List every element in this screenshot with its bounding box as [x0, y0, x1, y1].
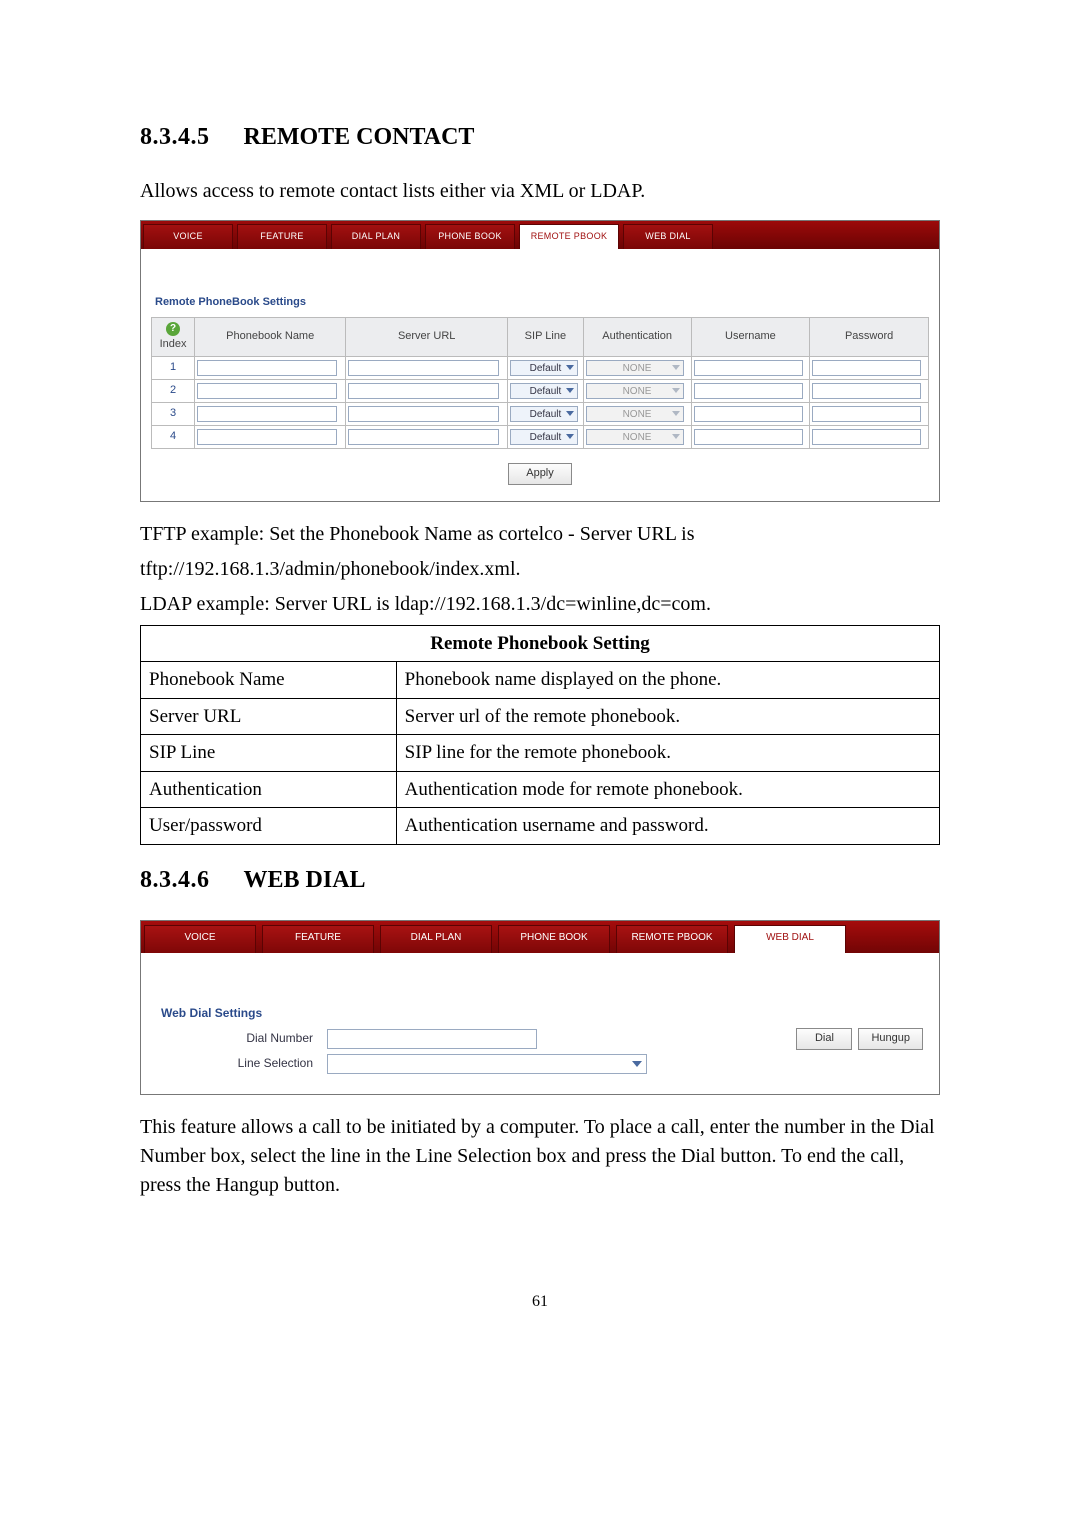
remote-phonebook-definition-table: Remote Phonebook Setting Phonebook NameP…: [140, 625, 940, 845]
authentication-select[interactable]: NONE: [586, 406, 685, 422]
sip-line-select[interactable]: Default: [510, 429, 578, 445]
row-index: 3: [152, 402, 195, 425]
phonebook-name-input[interactable]: [197, 429, 337, 445]
def-value: SIP line for the remote phonebook.: [396, 735, 939, 772]
server-url-input[interactable]: [348, 383, 499, 399]
remote-phonebook-settings-title: Remote PhoneBook Settings: [155, 295, 929, 311]
def-key: Authentication: [141, 771, 397, 808]
password-input[interactable]: [812, 406, 921, 422]
def-value: Server url of the remote phonebook.: [396, 698, 939, 735]
def-key: Server URL: [141, 698, 397, 735]
username-input[interactable]: [694, 429, 803, 445]
remote-phonebook-table: ? Index Phonebook Name Server URL SIP Li…: [151, 317, 929, 449]
section-title: WEB DIAL: [244, 867, 366, 893]
password-input[interactable]: [812, 383, 921, 399]
tab-dial-plan[interactable]: DIAL PLAN: [380, 925, 492, 953]
tab-remote-pbook[interactable]: REMOTE PBOOK: [519, 224, 619, 249]
def-key: Phonebook Name: [141, 662, 397, 699]
phonebook-name-input[interactable]: [197, 383, 337, 399]
help-icon[interactable]: ?: [166, 322, 180, 336]
col-username: Username: [691, 317, 810, 356]
username-input[interactable]: [694, 406, 803, 422]
def-value: Authentication username and password.: [396, 808, 939, 845]
ldap-example: LDAP example: Server URL is ldap://192.1…: [140, 590, 940, 619]
col-server-url: Server URL: [346, 317, 508, 356]
tab-phone-book[interactable]: PHONE BOOK: [498, 925, 610, 953]
section-number: 8.3.4.6: [140, 867, 210, 893]
page-number: 61: [140, 1290, 940, 1313]
table-row: 4 Default NONE: [152, 425, 929, 448]
authentication-select[interactable]: NONE: [586, 360, 685, 376]
col-authentication: Authentication: [583, 317, 691, 356]
col-sip-line: SIP Line: [508, 317, 584, 356]
dial-number-input[interactable]: [327, 1029, 537, 1049]
row-index: 4: [152, 425, 195, 448]
username-input[interactable]: [694, 383, 803, 399]
sip-line-select[interactable]: Default: [510, 360, 578, 376]
col-password: Password: [810, 317, 929, 356]
tftp-example-line2: tftp://192.168.1.3/admin/phonebook/index…: [140, 555, 940, 584]
col-index-label: Index: [160, 338, 187, 350]
remote-phonebook-screenshot: VOICE FEATURE DIAL PLAN PHONE BOOK REMOT…: [140, 220, 940, 502]
tab-web-dial[interactable]: WEB DIAL: [734, 925, 846, 953]
table-row: 2 Default NONE: [152, 379, 929, 402]
def-table-title: Remote Phonebook Setting: [141, 625, 940, 662]
col-phonebook-name: Phonebook Name: [195, 317, 346, 356]
sip-line-select[interactable]: Default: [510, 406, 578, 422]
section-title: REMOTE CONTACT: [244, 124, 475, 150]
hungup-button[interactable]: Hungup: [858, 1028, 923, 1050]
server-url-input[interactable]: [348, 406, 499, 422]
phonebook-name-input[interactable]: [197, 360, 337, 376]
table-row: 3 Default NONE: [152, 402, 929, 425]
tab-bar: VOICE FEATURE DIAL PLAN PHONE BOOK REMOT…: [141, 921, 939, 953]
tab-dial-plan[interactable]: DIAL PLAN: [331, 224, 421, 249]
username-input[interactable]: [694, 360, 803, 376]
phonebook-name-input[interactable]: [197, 406, 337, 422]
section-web-dial-heading: 8.3.4.6 WEB DIAL: [140, 863, 940, 898]
authentication-select[interactable]: NONE: [586, 383, 685, 399]
table-row: 1 Default NONE: [152, 356, 929, 379]
def-value: Authentication mode for remote phonebook…: [396, 771, 939, 808]
web-dial-settings-title: Web Dial Settings: [161, 1005, 923, 1022]
sip-line-select[interactable]: Default: [510, 383, 578, 399]
line-selection-select[interactable]: [327, 1054, 647, 1074]
web-dial-screenshot: VOICE FEATURE DIAL PLAN PHONE BOOK REMOT…: [140, 920, 940, 1095]
password-input[interactable]: [812, 429, 921, 445]
tftp-example-line1: TFTP example: Set the Phonebook Name as …: [140, 520, 940, 549]
line-selection-label: Line Selection: [157, 1055, 327, 1072]
tab-feature[interactable]: FEATURE: [237, 224, 327, 249]
password-input[interactable]: [812, 360, 921, 376]
row-index: 2: [152, 379, 195, 402]
authentication-select[interactable]: NONE: [586, 429, 685, 445]
section-intro: Allows access to remote contact lists ei…: [140, 177, 940, 206]
def-value: Phonebook name displayed on the phone.: [396, 662, 939, 699]
tab-feature[interactable]: FEATURE: [262, 925, 374, 953]
col-index: ? Index: [152, 317, 195, 356]
server-url-input[interactable]: [348, 360, 499, 376]
server-url-input[interactable]: [348, 429, 499, 445]
dial-button[interactable]: Dial: [796, 1028, 852, 1050]
tab-bar: VOICE FEATURE DIAL PLAN PHONE BOOK REMOT…: [141, 221, 939, 249]
web-dial-description: This feature allows a call to be initiat…: [140, 1113, 940, 1200]
tab-remote-pbook[interactable]: REMOTE PBOOK: [616, 925, 728, 953]
section-remote-contact-heading: 8.3.4.5 REMOTE CONTACT: [140, 120, 940, 155]
section-number: 8.3.4.5: [140, 124, 210, 150]
row-index: 1: [152, 356, 195, 379]
tab-phone-book[interactable]: PHONE BOOK: [425, 224, 515, 249]
tab-web-dial[interactable]: WEB DIAL: [623, 224, 713, 249]
def-key: SIP Line: [141, 735, 397, 772]
def-key: User/password: [141, 808, 397, 845]
apply-button[interactable]: Apply: [508, 463, 572, 485]
tab-voice[interactable]: VOICE: [144, 925, 256, 953]
dial-number-label: Dial Number: [157, 1030, 327, 1047]
tab-voice[interactable]: VOICE: [143, 224, 233, 249]
